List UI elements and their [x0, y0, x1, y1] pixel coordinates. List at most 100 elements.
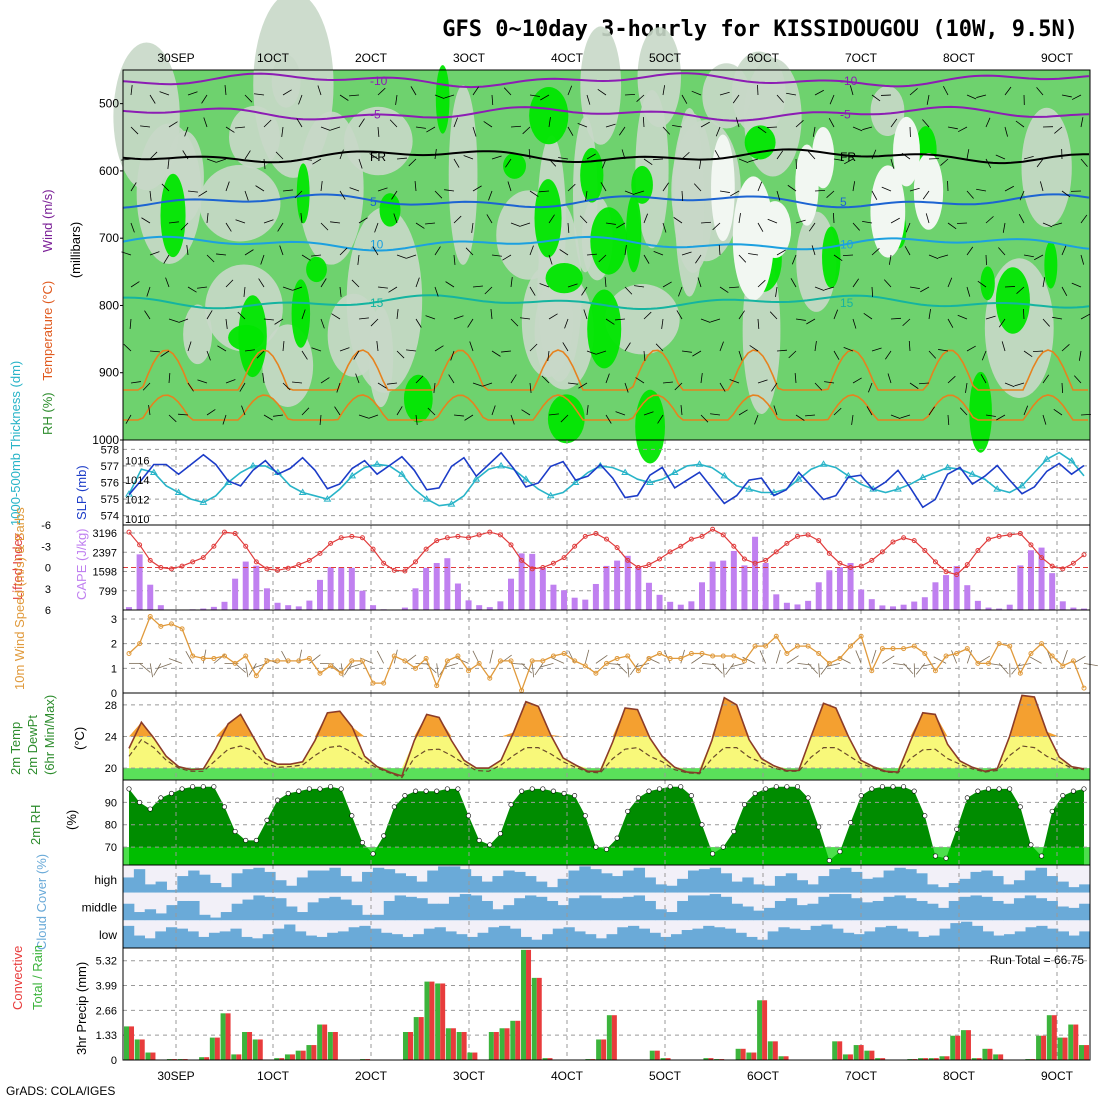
rh-marker [529, 786, 535, 792]
pressure-tick-label: 1000 [92, 433, 119, 447]
wind-barb [225, 318, 228, 329]
thickness-marker [993, 485, 1002, 492]
cloud-bar [456, 934, 468, 948]
rh-dry-region [113, 42, 180, 191]
li-marker [699, 533, 705, 539]
rh-marker [211, 784, 217, 790]
wind-barb [178, 413, 189, 416]
wind-barb [995, 154, 1006, 160]
wind-barb [728, 286, 740, 289]
wind-barb [852, 377, 862, 384]
cloud-bar [481, 881, 493, 893]
wind-barb [832, 212, 835, 224]
precip-conv-bar [611, 1015, 617, 1060]
rh-marker [1028, 842, 1034, 848]
wind-speed-marker [954, 651, 960, 656]
cloud-bar [753, 910, 765, 921]
precip-total-bar [124, 1026, 129, 1060]
cloud-bar [796, 880, 809, 893]
wind-barb [1061, 245, 1067, 256]
wind-barb [167, 158, 170, 169]
li-marker [455, 533, 461, 539]
wind-barb [956, 222, 968, 224]
cloud-bar [209, 882, 222, 893]
cloud-bar [198, 936, 210, 948]
cape-bar [539, 567, 546, 610]
cloud-bar [681, 930, 693, 948]
wind-barb [130, 281, 140, 288]
wind-barb [890, 317, 902, 320]
precip-conv-bar [1084, 1045, 1089, 1060]
wind-barb [843, 346, 854, 352]
wind-barb [624, 190, 635, 196]
cloud-bar [894, 895, 906, 921]
rh-marker [869, 786, 875, 792]
cloud-bar [477, 932, 489, 948]
wind-barb [529, 94, 540, 97]
wind-speed-marker [635, 668, 641, 674]
cape-bar [794, 604, 801, 610]
date-tick-label-bottom: 4OCT [551, 1069, 584, 1083]
pressure-tick-label: 600 [99, 164, 119, 178]
wind-barb [700, 414, 709, 423]
wind-barb [1052, 316, 1063, 320]
wind-speed-marker [179, 626, 185, 632]
rh-moist-region [379, 193, 401, 227]
cloud-bar [928, 935, 941, 948]
cloud-bar [470, 876, 483, 893]
wind-barb [1034, 254, 1044, 261]
cloud-bar [1057, 881, 1069, 893]
li-marker [168, 566, 174, 572]
cloud-bar [305, 935, 317, 948]
cloud-bar [756, 939, 769, 948]
thickness-marker [422, 495, 431, 502]
precip-conv-bar [493, 1032, 499, 1060]
wind-barb [712, 663, 723, 674]
precip-conv-bar [322, 1024, 328, 1060]
wind-barb [357, 254, 360, 265]
wind-barb [643, 254, 650, 264]
wind-barb [206, 409, 216, 416]
li-tick-label: 0 [45, 563, 51, 575]
precip-total-bar [199, 1057, 205, 1060]
cloud-bar [362, 871, 374, 893]
cloud-bar [416, 898, 428, 921]
li-marker [444, 535, 450, 541]
wind-barb [358, 158, 363, 169]
wind-speed-marker [699, 651, 705, 656]
wind-barb [1080, 117, 1084, 128]
wind-barb [339, 347, 350, 352]
wind-barb [586, 350, 597, 355]
li-marker [879, 549, 885, 555]
li-marker [519, 557, 525, 563]
wind-barb [928, 350, 937, 359]
precip-total-bar [242, 1032, 248, 1060]
precip-total-bar [767, 1041, 773, 1060]
precip-total-bar [971, 1058, 977, 1060]
wind-barb [692, 350, 702, 357]
wind-barb [866, 406, 873, 416]
wind-barb [301, 254, 311, 261]
wind-barb [695, 254, 702, 264]
wind-barb [158, 662, 172, 669]
cape-bar [242, 561, 249, 610]
cloud-bar [219, 931, 231, 948]
rh-marker [773, 784, 779, 790]
cape-tick-label: 3196 [93, 528, 117, 540]
precip-conv-bar [944, 1056, 950, 1060]
cloud-bar [416, 881, 428, 893]
cloud-bar [655, 909, 667, 921]
precip-conv-bar [847, 1054, 853, 1060]
date-tick-label-bottom: 8OCT [943, 1069, 976, 1083]
cloud-bar [916, 873, 928, 893]
wind-barb [808, 222, 816, 232]
rh-marker [444, 786, 450, 792]
wind-barb [714, 150, 721, 160]
cloud-bar [709, 894, 722, 921]
wind-barb [427, 407, 436, 416]
cloud-bar [638, 928, 650, 948]
wind-barb [159, 91, 170, 96]
wind-barb [168, 658, 183, 664]
cloud-bar [155, 881, 167, 893]
wind-barb [425, 663, 437, 674]
